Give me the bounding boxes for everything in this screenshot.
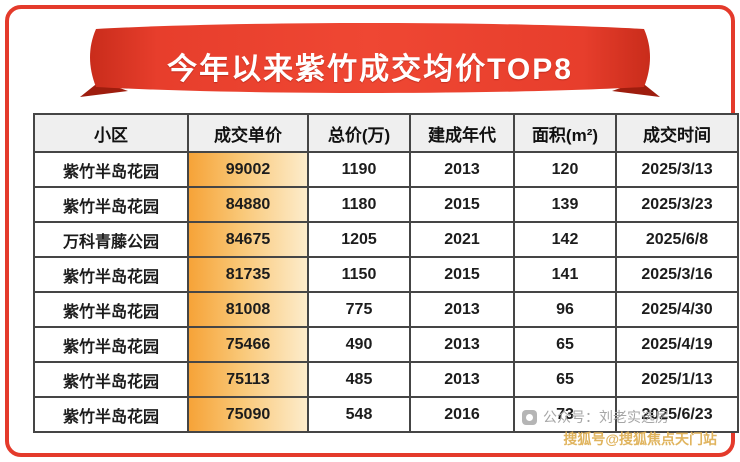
unit-price-cell: 75090 [187, 396, 309, 433]
year-built-cell: 2013 [409, 151, 515, 188]
table-row: 紫竹半岛花园 75466 490 2013 65 2025/4/19 [33, 326, 739, 363]
total-price-cell: 1205 [307, 221, 411, 258]
table-row: 紫竹半岛花园 75113 485 2013 65 2025/1/13 [33, 361, 739, 398]
unit-price-cell: 75113 [187, 361, 309, 398]
unit-price-cell: 75466 [187, 326, 309, 363]
header-year-built: 建成年代 [409, 113, 515, 153]
header-total-price: 总价(万) [307, 113, 411, 153]
top8-table: 小区 成交单价 总价(万) 建成年代 面积(m²) 成交时间 紫竹半岛花园 990… [33, 113, 739, 433]
header-row: 小区 成交单价 总价(万) 建成年代 面积(m²) 成交时间 [33, 113, 739, 153]
deal-date-cell: 2025/3/13 [615, 151, 739, 188]
card-frame: 今年以来紫竹成交均价TOP8 小区 成交单价 总价(万) 建成年代 面积(m²)… [5, 5, 739, 457]
table-row: 紫竹半岛花园 75090 548 2016 73 2025/6/23 [33, 396, 739, 433]
deal-date-cell: 2025/6/8 [615, 221, 739, 258]
year-built-cell: 2016 [409, 396, 515, 433]
table-header: 小区 成交单价 总价(万) 建成年代 面积(m²) 成交时间 [33, 113, 739, 153]
deal-date-cell: 2025/3/23 [615, 186, 739, 223]
community-cell: 紫竹半岛花园 [33, 151, 189, 188]
community-cell: 紫竹半岛花园 [33, 326, 189, 363]
community-cell: 紫竹半岛花园 [33, 396, 189, 433]
area-cell: 96 [513, 291, 617, 328]
total-price-cell: 1180 [307, 186, 411, 223]
total-price-cell: 775 [307, 291, 411, 328]
table-row: 紫竹半岛花园 84880 1180 2015 139 2025/3/23 [33, 186, 739, 223]
total-price-cell: 485 [307, 361, 411, 398]
community-cell: 紫竹半岛花园 [33, 291, 189, 328]
table-row: 紫竹半岛花园 81735 1150 2015 141 2025/3/16 [33, 256, 739, 293]
year-built-cell: 2021 [409, 221, 515, 258]
page-title: 今年以来紫竹成交均价TOP8 [167, 53, 573, 86]
year-built-cell: 2013 [409, 291, 515, 328]
year-built-cell: 2013 [409, 326, 515, 363]
account-watermark: 公众号：刘老实选房 [522, 407, 669, 427]
total-price-cell: 1190 [307, 151, 411, 188]
header-unit-price: 成交单价 [187, 113, 309, 153]
total-price-cell: 490 [307, 326, 411, 363]
community-cell: 万科青藤公园 [33, 221, 189, 258]
year-built-cell: 2015 [409, 256, 515, 293]
header-community: 小区 [33, 113, 189, 153]
table-row: 紫竹半岛花园 99002 1190 2013 120 2025/3/13 [33, 151, 739, 188]
table-body: 紫竹半岛花园 99002 1190 2013 120 2025/3/13 紫竹半岛花园 848… [33, 151, 739, 433]
area-cell: 141 [513, 256, 617, 293]
deal-date-cell: 2025/1/13 [615, 361, 739, 398]
community-cell: 紫竹半岛花园 [33, 256, 189, 293]
total-price-cell: 1150 [307, 256, 411, 293]
table-row: 万科青藤公园 84675 1205 2021 142 2025/6/8 [33, 221, 739, 258]
account-icon [522, 409, 537, 425]
community-cell: 紫竹半岛花园 [33, 186, 189, 223]
title-banner: 今年以来紫竹成交均价TOP8 [70, 21, 670, 101]
total-price-cell: 548 [307, 396, 411, 433]
unit-price-cell: 81735 [187, 256, 309, 293]
unit-price-cell: 84675 [187, 221, 309, 258]
area-cell: 139 [513, 186, 617, 223]
deal-date-cell: 2025/4/19 [615, 326, 739, 363]
ribbon-graphic [80, 23, 660, 97]
account-watermark-text: 公众号：刘老实选房 [543, 409, 669, 425]
table-row: 紫竹半岛花园 81008 775 2013 96 2025/4/30 [33, 291, 739, 328]
year-built-cell: 2013 [409, 361, 515, 398]
unit-price-cell: 84880 [187, 186, 309, 223]
area-cell: 65 [513, 361, 617, 398]
area-cell: 65 [513, 326, 617, 363]
unit-price-cell: 99002 [187, 151, 309, 188]
area-cell: 120 [513, 151, 617, 188]
deal-date-cell: 2025/6/23 [615, 396, 739, 433]
year-built-cell: 2015 [409, 186, 515, 223]
unit-price-cell: 81008 [187, 291, 309, 328]
header-deal-date: 成交时间 [615, 113, 739, 153]
deal-date-cell: 2025/4/30 [615, 291, 739, 328]
header-area: 面积(m²) [513, 113, 617, 153]
community-cell: 紫竹半岛花园 [33, 361, 189, 398]
sohu-watermark: 搜狐号@搜狐焦点天门站 [563, 431, 717, 447]
area-cell: 142 [513, 221, 617, 258]
deal-date-cell: 2025/3/16 [615, 256, 739, 293]
